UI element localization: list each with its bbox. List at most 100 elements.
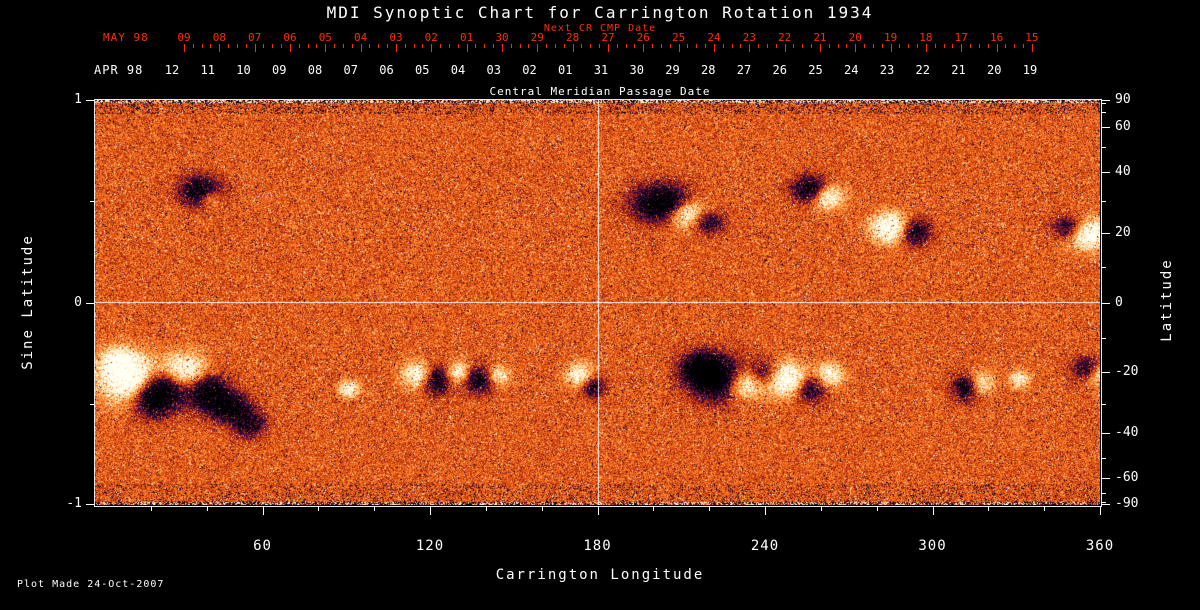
cmp-day-label: 01 bbox=[558, 63, 573, 77]
cmp-day-label: 31 bbox=[593, 63, 609, 77]
next-cr-axis-minor-tick bbox=[351, 44, 353, 48]
y-axis-title-right: Latitude bbox=[1159, 258, 1175, 342]
next-cr-axis-minor-tick bbox=[413, 44, 415, 48]
next-cr-axis-minor-tick bbox=[422, 44, 424, 48]
next-cr-day-label: 03 bbox=[389, 31, 403, 44]
x-tick-label: 180 bbox=[583, 538, 612, 554]
cmp-day-label: 05 bbox=[415, 63, 430, 77]
next-cr-axis-minor-tick bbox=[952, 44, 954, 48]
x-axis-minor-tick bbox=[1044, 506, 1046, 511]
plot-made-timestamp: Plot Made 24-Oct-2007 bbox=[17, 579, 165, 590]
next-cr-day-label: 08 bbox=[212, 31, 226, 44]
next-cr-axis-minor-tick bbox=[625, 44, 627, 48]
next-cr-axis-minor-tick bbox=[634, 44, 636, 48]
next-cr-axis-minor-tick bbox=[546, 44, 548, 48]
latitude-minor-tick bbox=[1101, 112, 1106, 114]
x-axis-minor-tick bbox=[150, 506, 152, 511]
next-cr-month-label: MAY 98 bbox=[103, 31, 149, 44]
next-cr-day-label: 19 bbox=[883, 31, 898, 44]
latitude-minor-tick bbox=[1101, 103, 1106, 105]
next-cr-axis-minor-tick bbox=[1014, 44, 1016, 48]
latitude-tick bbox=[1101, 127, 1110, 129]
latitude-tick-label: 60 bbox=[1115, 119, 1131, 135]
next-cr-axis-tick bbox=[890, 44, 892, 52]
next-cr-axis-tick bbox=[184, 44, 185, 52]
latitude-tick-label: -90 bbox=[1115, 496, 1139, 511]
next-cr-day-label: 28 bbox=[566, 31, 580, 44]
latitude-minor-tick bbox=[1101, 403, 1106, 405]
next-cr-axis-minor-tick bbox=[828, 44, 830, 48]
next-cr-axis-tick bbox=[925, 44, 927, 52]
next-cr-axis-minor-tick bbox=[908, 44, 910, 48]
latitude-tick bbox=[1101, 100, 1110, 101]
x-tick-label: 120 bbox=[415, 538, 445, 554]
next-cr-axis-minor-tick bbox=[731, 44, 733, 48]
next-cr-axis-tick bbox=[537, 44, 539, 52]
x-axis-minor-tick bbox=[541, 506, 543, 511]
next-cr-day-label: 01 bbox=[460, 31, 474, 44]
cmp-day-label: 30 bbox=[629, 63, 644, 77]
next-cr-day-label: 09 bbox=[177, 31, 191, 44]
next-cr-axis-tick bbox=[466, 44, 468, 52]
next-cr-axis-tick bbox=[607, 44, 609, 52]
cmp-day-label: 23 bbox=[879, 63, 895, 77]
latitude-tick bbox=[1101, 504, 1110, 505]
next-cr-axis-tick bbox=[819, 44, 821, 52]
x-axis-minor-tick bbox=[374, 506, 376, 511]
next-cr-axis-minor-tick bbox=[404, 44, 406, 48]
next-cr-axis-minor-tick bbox=[228, 44, 230, 48]
x-tick-label: 360 bbox=[1085, 538, 1115, 554]
next-cr-axis-minor-tick bbox=[236, 44, 238, 48]
next-cr-day-label: 06 bbox=[283, 31, 297, 44]
next-cr-axis-minor-tick bbox=[510, 44, 512, 48]
next-cr-axis-minor-tick bbox=[457, 44, 459, 48]
x-axis-tick bbox=[765, 506, 766, 515]
next-cr-axis-minor-tick bbox=[475, 44, 477, 48]
cmp-day-label: 21 bbox=[951, 63, 966, 77]
next-cr-axis-minor-tick bbox=[281, 44, 283, 48]
next-cr-axis-minor-tick bbox=[599, 44, 601, 48]
cmp-day-label: 29 bbox=[665, 63, 680, 77]
cmp-day-label: 22 bbox=[915, 63, 930, 77]
next-cr-axis-minor-tick bbox=[1005, 44, 1007, 48]
next-cr-axis-minor-tick bbox=[987, 44, 989, 48]
next-cr-axis-minor-tick bbox=[881, 44, 883, 48]
cmp-day-label: 25 bbox=[808, 63, 823, 77]
next-cr-axis-tick bbox=[678, 44, 680, 52]
cmp-day-label: 24 bbox=[844, 63, 859, 77]
next-cr-axis-tick bbox=[572, 44, 574, 52]
next-cr-axis-tick bbox=[713, 44, 715, 52]
next-cr-axis-tick bbox=[1031, 44, 1033, 52]
sine-latitude-tick-label: 0 bbox=[74, 294, 82, 310]
next-cr-axis-minor-tick bbox=[934, 44, 936, 48]
next-cr-axis-tick bbox=[360, 44, 362, 52]
next-cr-axis-minor-tick bbox=[201, 44, 203, 48]
next-cr-day-label: 02 bbox=[424, 31, 438, 44]
next-cr-axis-minor-tick bbox=[590, 44, 592, 48]
next-cr-day-label: 30 bbox=[495, 31, 509, 44]
x-axis-tick bbox=[262, 506, 264, 515]
next-cr-axis-minor-tick bbox=[210, 44, 212, 48]
next-cr-day-label: 07 bbox=[248, 31, 262, 44]
next-cr-axis-minor-tick bbox=[802, 44, 804, 48]
next-cr-cmp-date-label: Next CR CMP Date bbox=[543, 23, 657, 34]
next-cr-axis-minor-tick bbox=[872, 44, 874, 48]
next-cr-axis-minor-tick bbox=[652, 44, 654, 48]
x-tick-label: 60 bbox=[253, 538, 272, 554]
latitude-tick bbox=[1101, 172, 1110, 174]
cmp-day-label: 27 bbox=[736, 63, 752, 77]
latitude-tick-label: 40 bbox=[1115, 164, 1131, 180]
cmp-day-label: 08 bbox=[307, 63, 323, 77]
cmp-day-label: 26 bbox=[772, 63, 787, 77]
next-cr-day-label: 23 bbox=[742, 31, 756, 44]
cmp-day-label: 06 bbox=[379, 63, 394, 77]
next-cr-axis-tick bbox=[749, 44, 751, 52]
next-cr-axis-tick bbox=[784, 44, 786, 52]
cmp-month-label: APR 98 bbox=[94, 63, 144, 77]
cmp-day-label: 09 bbox=[272, 63, 287, 77]
x-axis-tick bbox=[430, 506, 431, 515]
x-axis-minor-tick bbox=[653, 506, 655, 511]
next-cr-axis-minor-tick bbox=[864, 44, 866, 48]
next-cr-axis-minor-tick bbox=[758, 44, 760, 48]
next-cr-axis-minor-tick bbox=[837, 44, 839, 48]
